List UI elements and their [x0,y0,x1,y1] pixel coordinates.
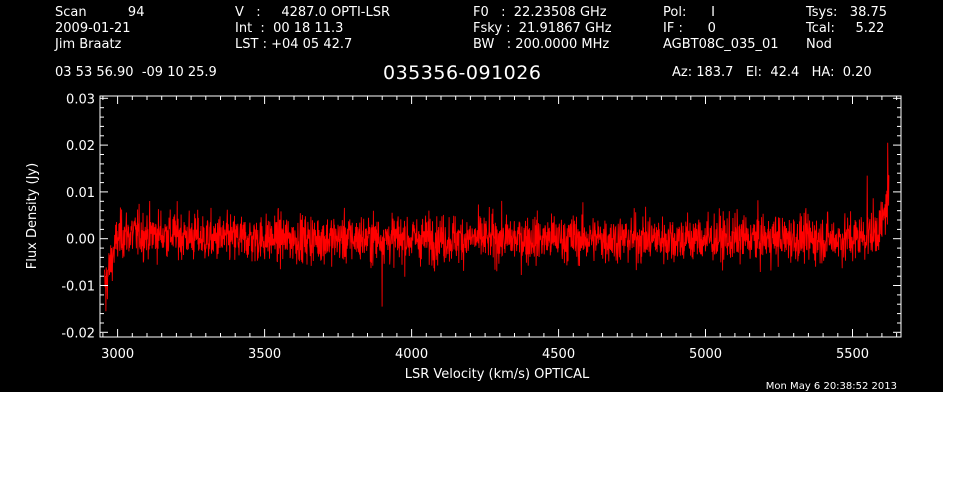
y-tick-label: 0.03 [66,92,95,107]
y-tick-label: 0.02 [66,139,95,154]
x-tick-label: 4500 [542,347,575,362]
y-tick-label: 0.01 [66,186,95,201]
x-tick-label: 5000 [689,347,722,362]
observer-name: Jim Braatz [55,37,122,52]
x-tick-label: 3500 [248,347,281,362]
x-axis-ticks: 3000 3500 4000 4500 5000 5500 [101,96,898,362]
bandwidth: BW : 200.0000 MHz [473,37,610,52]
if-number: IF : 0 [663,21,716,36]
y-tick-label: -0.02 [61,326,95,341]
rest-frequency: F0 : 22.23508 GHz [473,5,607,20]
source-velocity: V : 4287.0 OPTI-LSR [235,5,391,20]
spectrum-chart: 3000 3500 4000 4500 5000 5500 -0.02 -0.01 0.00 0… [25,92,902,392]
observation-date: 2009-01-21 [55,21,131,36]
system-temperature: Tsys: 38.75 [806,5,888,20]
sky-frequency: Fsky : 21.91867 GHz [473,21,612,36]
plot-window: Scan 94 2009-01-21 Jim Braatz V : 4287.0… [0,0,943,392]
x-axis-label: LSR Velocity (km/s) OPTICAL [405,367,590,382]
y-axis-ticks: -0.02 -0.01 0.00 0.01 0.02 0.03 [61,92,901,341]
source-coordinates: 03 53 56.90 -09 10 25.9 [55,65,217,80]
y-tick-label: 0.00 [66,233,95,248]
calibration-temperature: Tcal: 5.22 [806,21,885,36]
x-tick-label: 5500 [836,347,869,362]
polarization: Pol: I [663,5,715,20]
spectrum-trace-group [103,142,890,312]
procedure-name: Nod [806,37,832,52]
x-tick-label: 3000 [101,347,134,362]
x-tick-label: 4000 [395,347,428,362]
y-axis-label: Flux Density (Jy) [25,163,40,269]
y-tick-label: -0.01 [61,280,95,295]
plot-frame [99,95,902,338]
plot-timestamp: Mon May 6 20:38:52 2013 [766,381,897,392]
integration-time: Int : 00 18 11.3 [235,21,344,36]
project-id: AGBT08C_035_01 [663,37,779,52]
spectrum-trace [103,142,890,312]
source-name: 035356-091026 [383,62,542,84]
scan-number: Scan 94 [55,5,145,20]
az-el-ha-readout: Az: 183.7 El: 42.4 HA: 0.20 [672,65,872,80]
lst-value: LST : +04 05 42.7 [235,37,353,52]
